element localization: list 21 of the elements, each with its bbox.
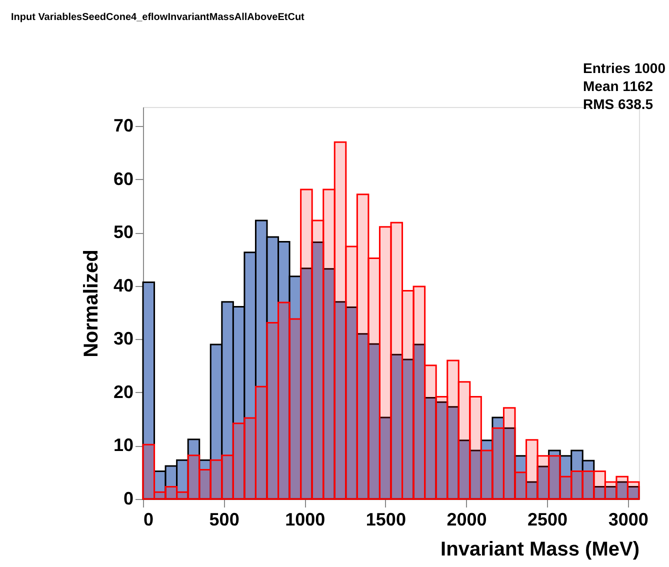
chart-title: Input VariablesSeedCone4_eflowInvariantMassAllAboveEtCut: [10, 12, 306, 23]
text: Entries 1000: [583, 60, 666, 76]
y-tick-label: 50: [113, 222, 134, 242]
y-tick-label: 60: [113, 168, 134, 189]
x-tick-label: 500: [209, 510, 240, 530]
x-tick-label: 2000: [446, 510, 487, 530]
y-axis-title: Normalized: [80, 250, 102, 358]
y-tick-label: 30: [113, 328, 134, 349]
y-tick-label: 20: [113, 382, 134, 402]
y-tick-label: 40: [113, 275, 134, 296]
x-tick-label: 3000: [608, 510, 648, 530]
annotation: RMS 638.5: [583, 96, 654, 112]
y-tick-label: 10: [113, 435, 134, 456]
x-axis-title: Invariant Mass (MeV): [440, 538, 640, 560]
y-tick-label: 0: [123, 488, 134, 508]
x-tick-label: 0: [144, 510, 154, 530]
x-tick-label: 1500: [366, 510, 406, 530]
x-tick-label: 2500: [528, 510, 568, 530]
text: Mean 1162: [583, 78, 654, 94]
y-tick-label: 70: [113, 116, 134, 136]
x-tick-label: 1000: [285, 510, 326, 530]
